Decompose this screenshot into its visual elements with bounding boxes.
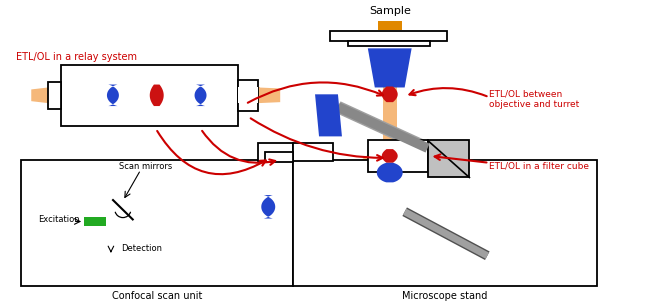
Text: Confocal scan unit: Confocal scan unit [112,291,202,301]
Bar [48,81,61,109]
Polygon shape [293,201,439,213]
Bar [84,216,106,226]
Polygon shape [293,143,383,213]
Polygon shape [368,48,411,88]
Polygon shape [106,213,121,256]
Polygon shape [383,55,397,160]
Polygon shape [258,88,280,103]
Polygon shape [106,201,295,213]
Bar [22,160,293,286]
Text: Excitation: Excitation [38,215,80,224]
Bar [293,143,333,161]
Text: Scan mirrors: Scan mirrors [119,162,173,171]
Polygon shape [262,195,275,219]
Polygon shape [48,88,260,103]
Polygon shape [397,143,439,213]
Polygon shape [107,85,119,106]
Polygon shape [150,85,164,106]
Bar [61,65,238,126]
Bar [330,31,447,40]
Bar [348,40,430,47]
Polygon shape [377,163,403,182]
Text: Sample: Sample [369,6,411,16]
Bar [266,152,293,162]
Bar [238,88,258,103]
Text: ETL/OL between
objective and turret: ETL/OL between objective and turret [489,89,579,109]
Bar [368,140,428,171]
Text: ETL/OL in a filter cube: ETL/OL in a filter cube [489,161,589,170]
Polygon shape [195,85,207,106]
Polygon shape [31,88,48,103]
Bar [428,140,470,178]
Bar [378,21,402,30]
Polygon shape [315,94,342,136]
Polygon shape [382,149,398,163]
Text: Microscope stand: Microscope stand [402,291,487,301]
Bar [258,143,293,161]
Text: Detection: Detection [121,244,162,253]
Polygon shape [382,87,398,102]
Bar [238,80,258,111]
Text: ETL/OL in a relay system: ETL/OL in a relay system [16,52,137,62]
Bar [293,160,597,286]
